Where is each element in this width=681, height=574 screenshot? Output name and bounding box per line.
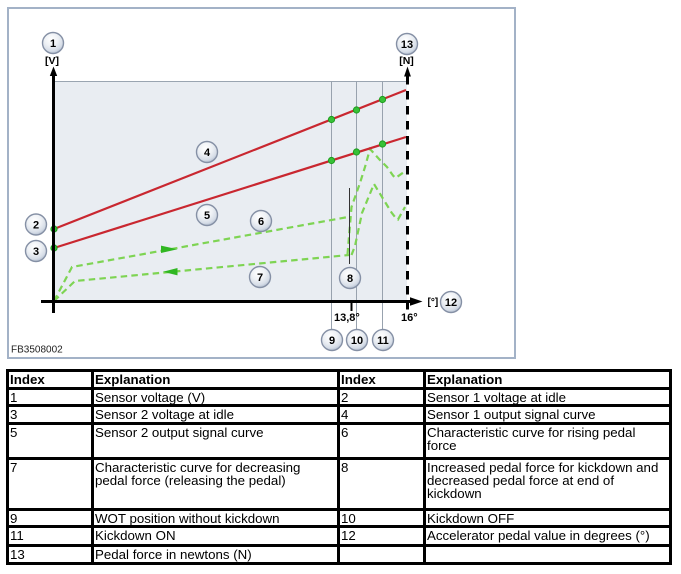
svg-text:7: 7: [257, 272, 263, 284]
svg-text:6: 6: [258, 216, 264, 228]
svg-text:12: 12: [445, 297, 457, 309]
svg-text:11: 11: [377, 335, 389, 347]
svg-text:2: 2: [33, 220, 39, 232]
svg-text:[°]: [°]: [428, 297, 439, 308]
svg-text:13: 13: [401, 39, 413, 51]
svg-text:8: 8: [347, 273, 353, 285]
svg-text:9: 9: [329, 335, 335, 347]
svg-text:16°: 16°: [401, 312, 418, 324]
svg-text:4: 4: [204, 147, 211, 159]
svg-text:5: 5: [204, 210, 210, 222]
svg-text:13,8°: 13,8°: [334, 312, 360, 324]
svg-text:3: 3: [33, 246, 39, 258]
svg-text:[V]: [V]: [45, 55, 59, 67]
svg-text:10: 10: [351, 335, 363, 347]
svg-text:1: 1: [50, 38, 56, 50]
svg-text:FB3508002: FB3508002: [11, 345, 63, 356]
svg-text:[N]: [N]: [399, 55, 414, 67]
